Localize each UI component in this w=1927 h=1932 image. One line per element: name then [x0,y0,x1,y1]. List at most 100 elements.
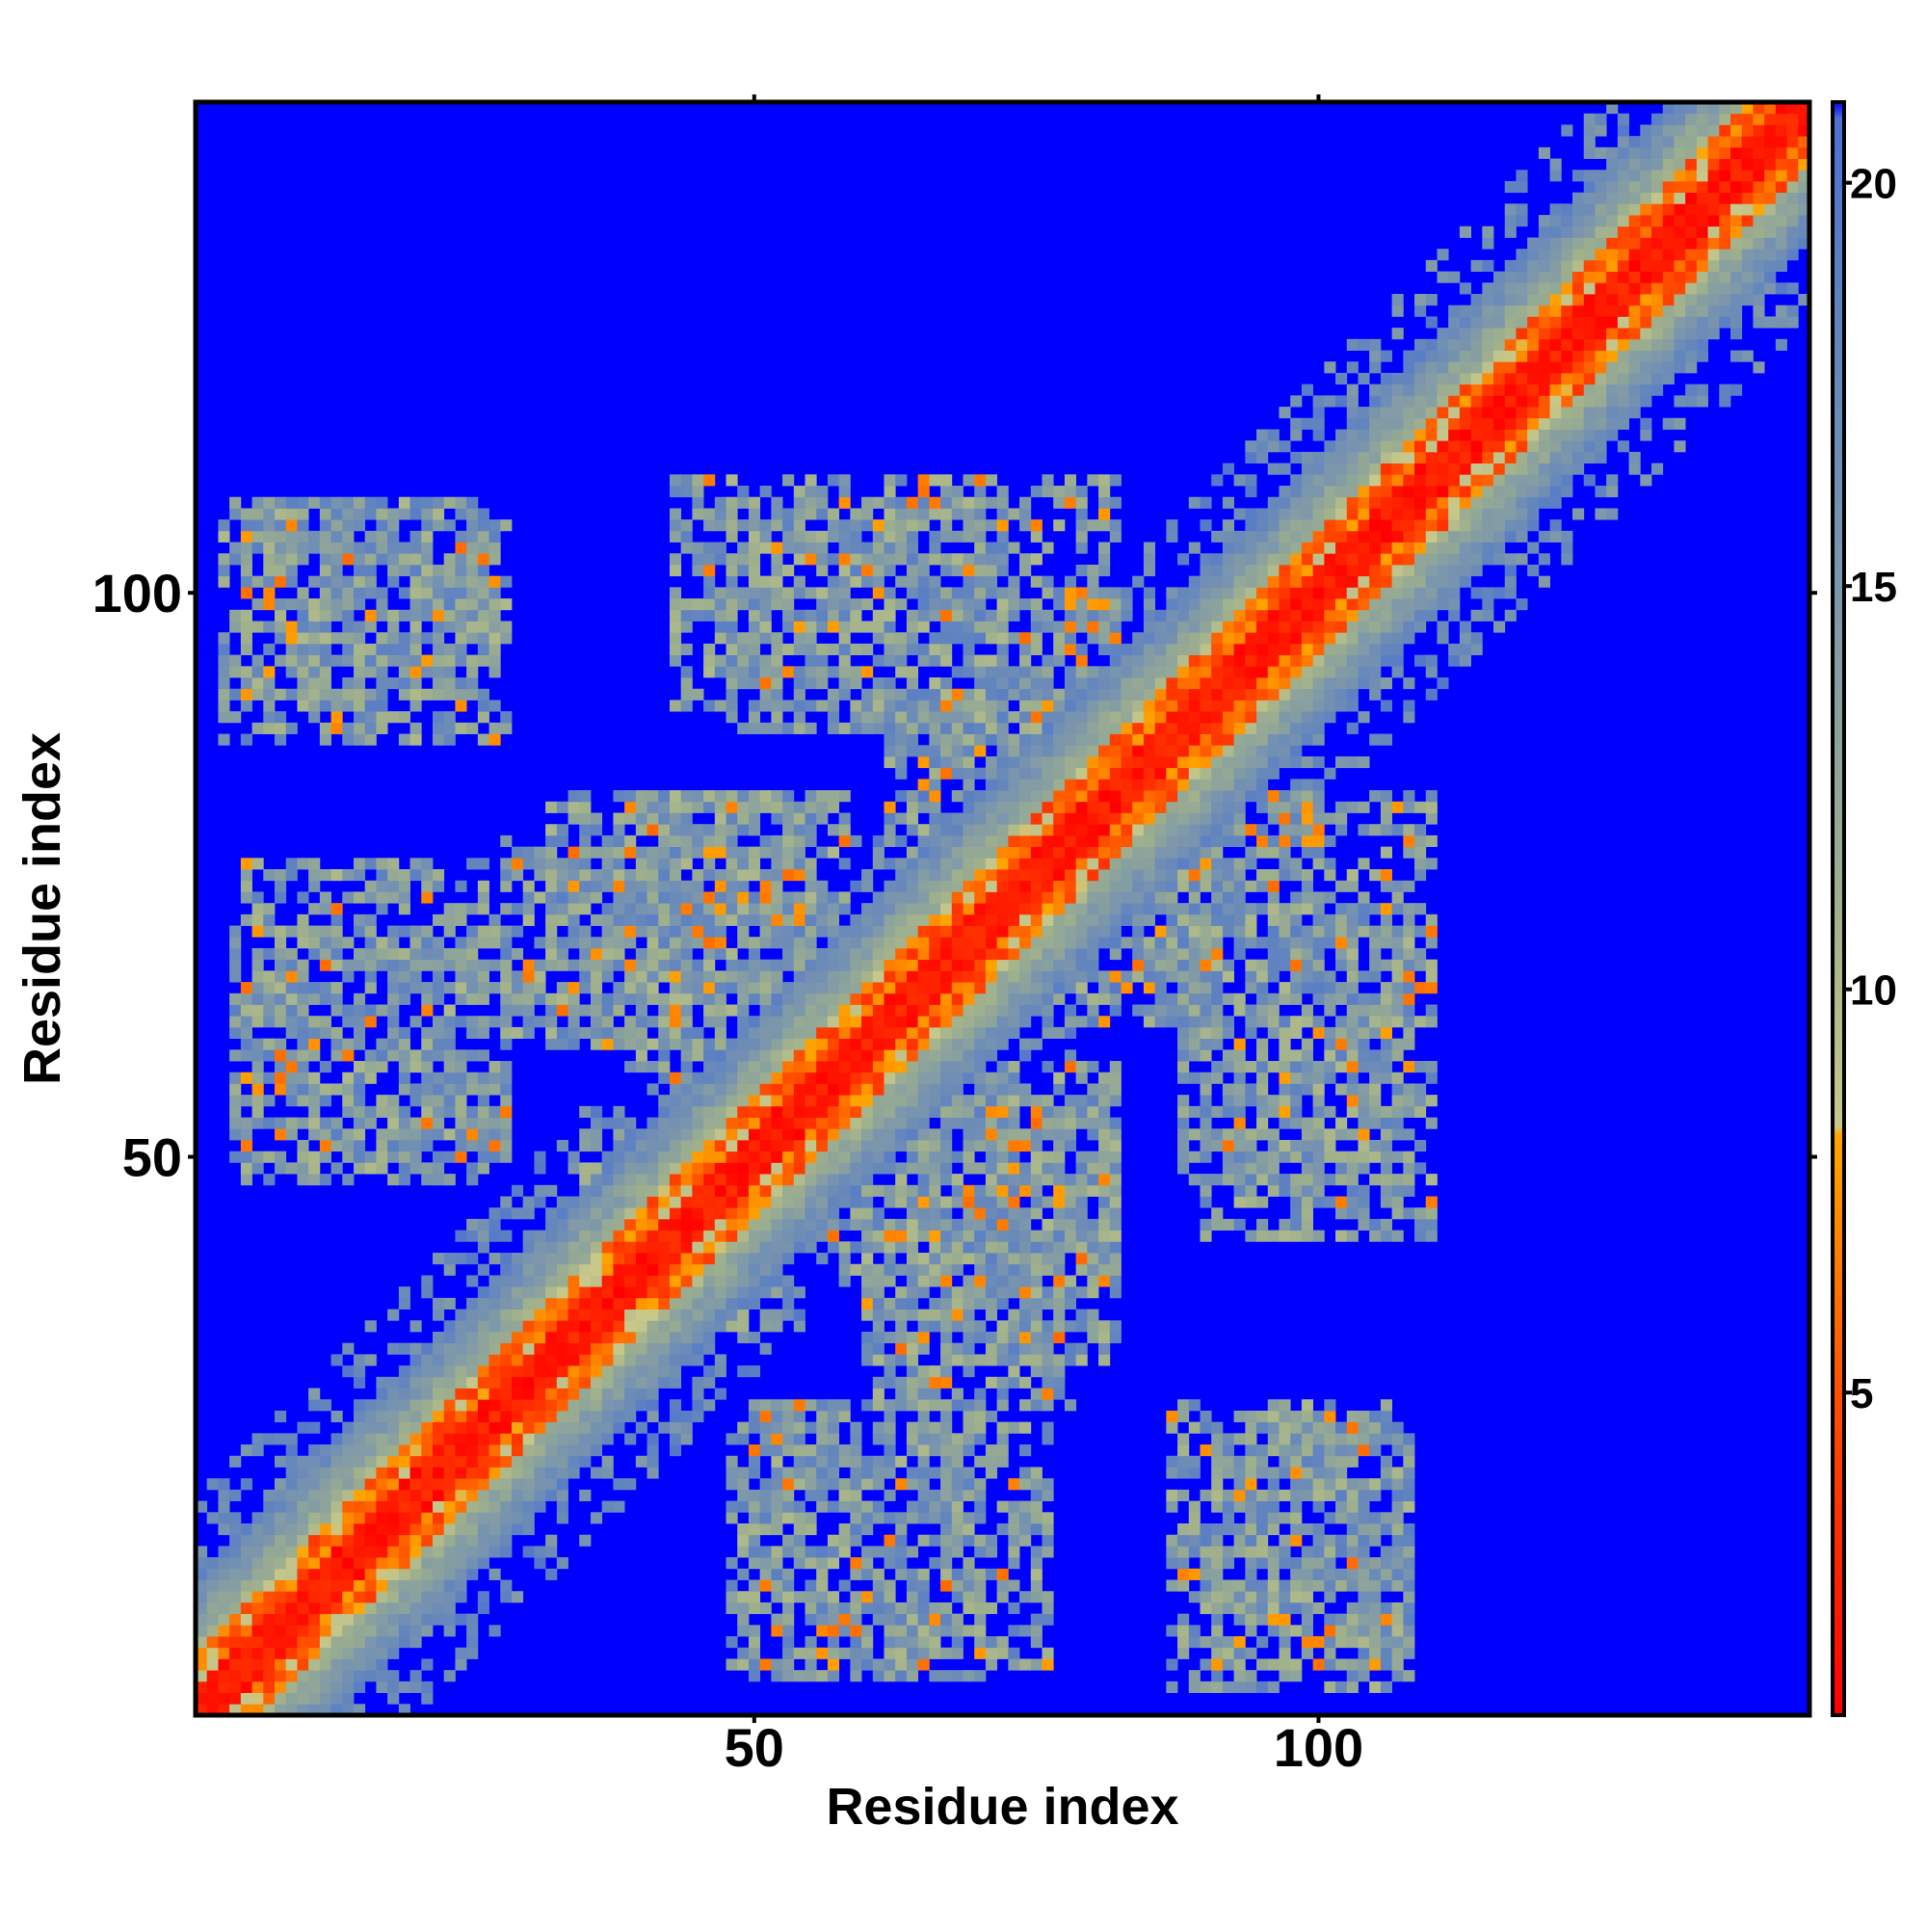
heatmap-cell [1346,1196,1359,1208]
heatmap-cell [1267,959,1280,971]
heatmap-cell [556,1275,568,1287]
heatmap-cell [748,1636,761,1649]
heatmap-cell [1324,1139,1336,1152]
heatmap-cell [229,1647,242,1659]
heatmap-cell [556,1241,568,1254]
heatmap-cell [1245,1546,1257,1558]
heatmap-cell [895,1670,908,1682]
heatmap-cell [568,982,580,994]
heatmap-cell [963,1038,975,1050]
heatmap-cell [861,1455,874,1468]
heatmap-cell [568,1354,580,1366]
heatmap-cell [635,1128,647,1141]
heatmap-cell [1211,1218,1224,1231]
heatmap-cell [1211,1038,1224,1050]
heatmap-cell [906,1151,919,1163]
heatmap-cell [342,1557,355,1570]
heatmap-cell [398,1049,410,1062]
heatmap-cell [398,1557,410,1570]
heatmap-cell [500,1591,513,1603]
heatmap-cell [466,982,479,994]
heatmap-cell [1166,891,1178,904]
heatmap-cell [1008,1061,1020,1073]
heatmap-cell [500,1207,513,1220]
heatmap-cell [624,1230,637,1242]
heatmap-cell [838,1016,851,1028]
heatmap-cell [353,1038,366,1050]
heatmap-cell [861,1658,874,1671]
heatmap-cell [1233,913,1246,926]
heatmap-cell [1346,1455,1359,1468]
heatmap-cell [1335,1467,1348,1479]
heatmap-cell [1098,903,1111,915]
heatmap-cell [1233,1004,1246,1017]
heatmap-cell [568,1026,580,1040]
heatmap-cell [929,1105,941,1118]
heatmap-cell [1030,1196,1043,1208]
heatmap-cell [1403,947,1415,961]
heatmap-cell [861,1207,874,1220]
heatmap-cell [929,1444,941,1457]
heatmap-cell [477,1591,489,1603]
heatmap-cell [274,1636,287,1649]
heatmap-cell [319,1681,331,1693]
heatmap-cell [1245,1512,1257,1524]
heatmap-cell [974,1601,987,1615]
heatmap-cell [759,1241,772,1254]
heatmap-cell [974,1241,987,1254]
heatmap-cell [872,1230,884,1242]
heatmap-cell [590,1162,603,1175]
heatmap-cell [895,1184,908,1197]
heatmap-cell [1222,1049,1235,1062]
heatmap-cell [917,1263,930,1276]
heatmap-cell [703,925,716,938]
heatmap-cell [398,1704,410,1716]
heatmap-cell [274,947,287,961]
heatmap-cell [1267,1162,1280,1175]
heatmap-cell [1008,880,1020,892]
heatmap-cell [229,1591,242,1603]
heatmap-cell [1391,1230,1404,1242]
heatmap-cell [929,937,941,949]
heatmap-cell [319,1692,331,1705]
heatmap-cell [1042,1647,1054,1659]
heatmap-cell [545,1320,558,1333]
heatmap-cell [353,925,366,938]
heatmap-cell [884,1297,896,1310]
heatmap-cell [748,1105,761,1118]
heatmap-cell [884,992,896,1005]
heatmap-cell [793,1546,805,1558]
heatmap-cell [782,1049,795,1062]
heatmap-cell [1256,869,1269,882]
heatmap-cell [1414,982,1427,994]
heatmap-cell [1414,1218,1427,1231]
heatmap-cell [816,947,829,961]
heatmap-cell [1075,1253,1088,1265]
heatmap-cell [1403,1568,1415,1580]
heatmap-cell [1087,1286,1099,1299]
heatmap-cell [477,1128,489,1141]
heatmap-cell [1290,1534,1303,1547]
heatmap-cell [387,1625,400,1637]
heatmap-cell [308,1388,321,1400]
heatmap-cell [353,858,366,870]
heatmap-cell [556,937,568,949]
heatmap-cell [1324,1467,1336,1479]
heatmap-cell [748,1601,761,1615]
heatmap-cell [297,937,309,949]
heatmap-cell [274,1704,287,1716]
heatmap-cell [748,1670,761,1682]
heatmap-cell [917,1579,930,1592]
heatmap-cell [500,858,513,870]
heatmap-cell [1109,992,1122,1005]
heatmap-cell [635,1331,647,1344]
heatmap-cell [917,1658,930,1671]
heatmap-cell [556,903,568,915]
heatmap-cell [1109,1083,1122,1096]
heatmap-cell [872,1184,884,1197]
heatmap-cell [861,1117,874,1129]
heatmap-cell [726,1207,738,1220]
heatmap-cell [500,1151,513,1163]
heatmap-cell [1380,1478,1393,1491]
heatmap-cell [635,1230,647,1242]
